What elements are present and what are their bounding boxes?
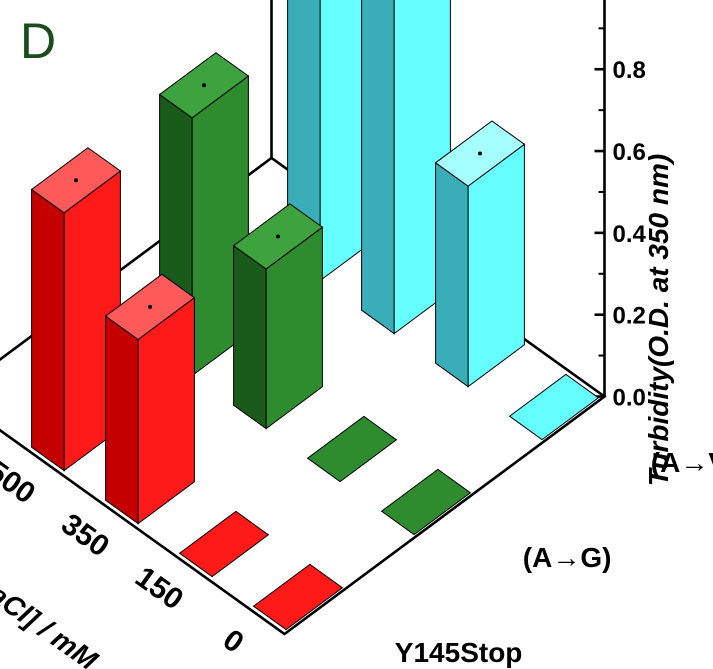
nacl-level-label: 500 <box>0 455 41 511</box>
z-tick-label: 0.2 <box>613 303 646 330</box>
bar-center-dot <box>276 234 280 239</box>
z-tick-label: 0.6 <box>613 139 646 166</box>
bar-floor-tile <box>252 563 344 631</box>
bar-center-dot <box>148 304 152 309</box>
bar-center-dot <box>478 151 482 156</box>
bar-floor-tile <box>178 510 270 578</box>
axes-frame: 0.0 0.2 0.4 0.6 0.8 1.0 <box>0 0 647 636</box>
bar-center-dot <box>74 178 78 183</box>
bar-floor-tile <box>380 468 472 536</box>
z-tick-label: 0.0 <box>613 385 646 412</box>
series-label: (A→V) <box>651 447 713 478</box>
series-label: (A→G) <box>523 542 612 573</box>
bars-group <box>30 0 600 631</box>
z-tick-label: 1.0 <box>613 0 646 2</box>
bar-side-face <box>435 161 469 388</box>
bar-side-face <box>105 315 139 525</box>
bar-side-face <box>233 244 267 430</box>
z-tick-label: 0.4 <box>613 221 647 248</box>
nacl-level-label: 150 <box>129 561 189 617</box>
nacl-level-label: 0 <box>217 623 250 660</box>
bar-side-face <box>361 0 395 335</box>
bar-floor-tile <box>306 415 398 483</box>
bar-floor-tile <box>508 373 600 441</box>
series-label: Y145Stop <box>395 637 523 668</box>
panel-label: D <box>20 13 56 69</box>
back-right-wall <box>270 0 606 397</box>
nacl-level-label: 350 <box>55 508 115 564</box>
bar-center-dot <box>202 83 206 88</box>
z-tick-label: 0.8 <box>613 57 646 84</box>
bar-side-face <box>31 188 65 472</box>
z-axis-title: Turbidity(O.D. at 350 nm) <box>643 154 674 486</box>
nacl-axis-title: [NaCl] / mM <box>0 560 104 669</box>
bar-front-face <box>467 143 525 388</box>
